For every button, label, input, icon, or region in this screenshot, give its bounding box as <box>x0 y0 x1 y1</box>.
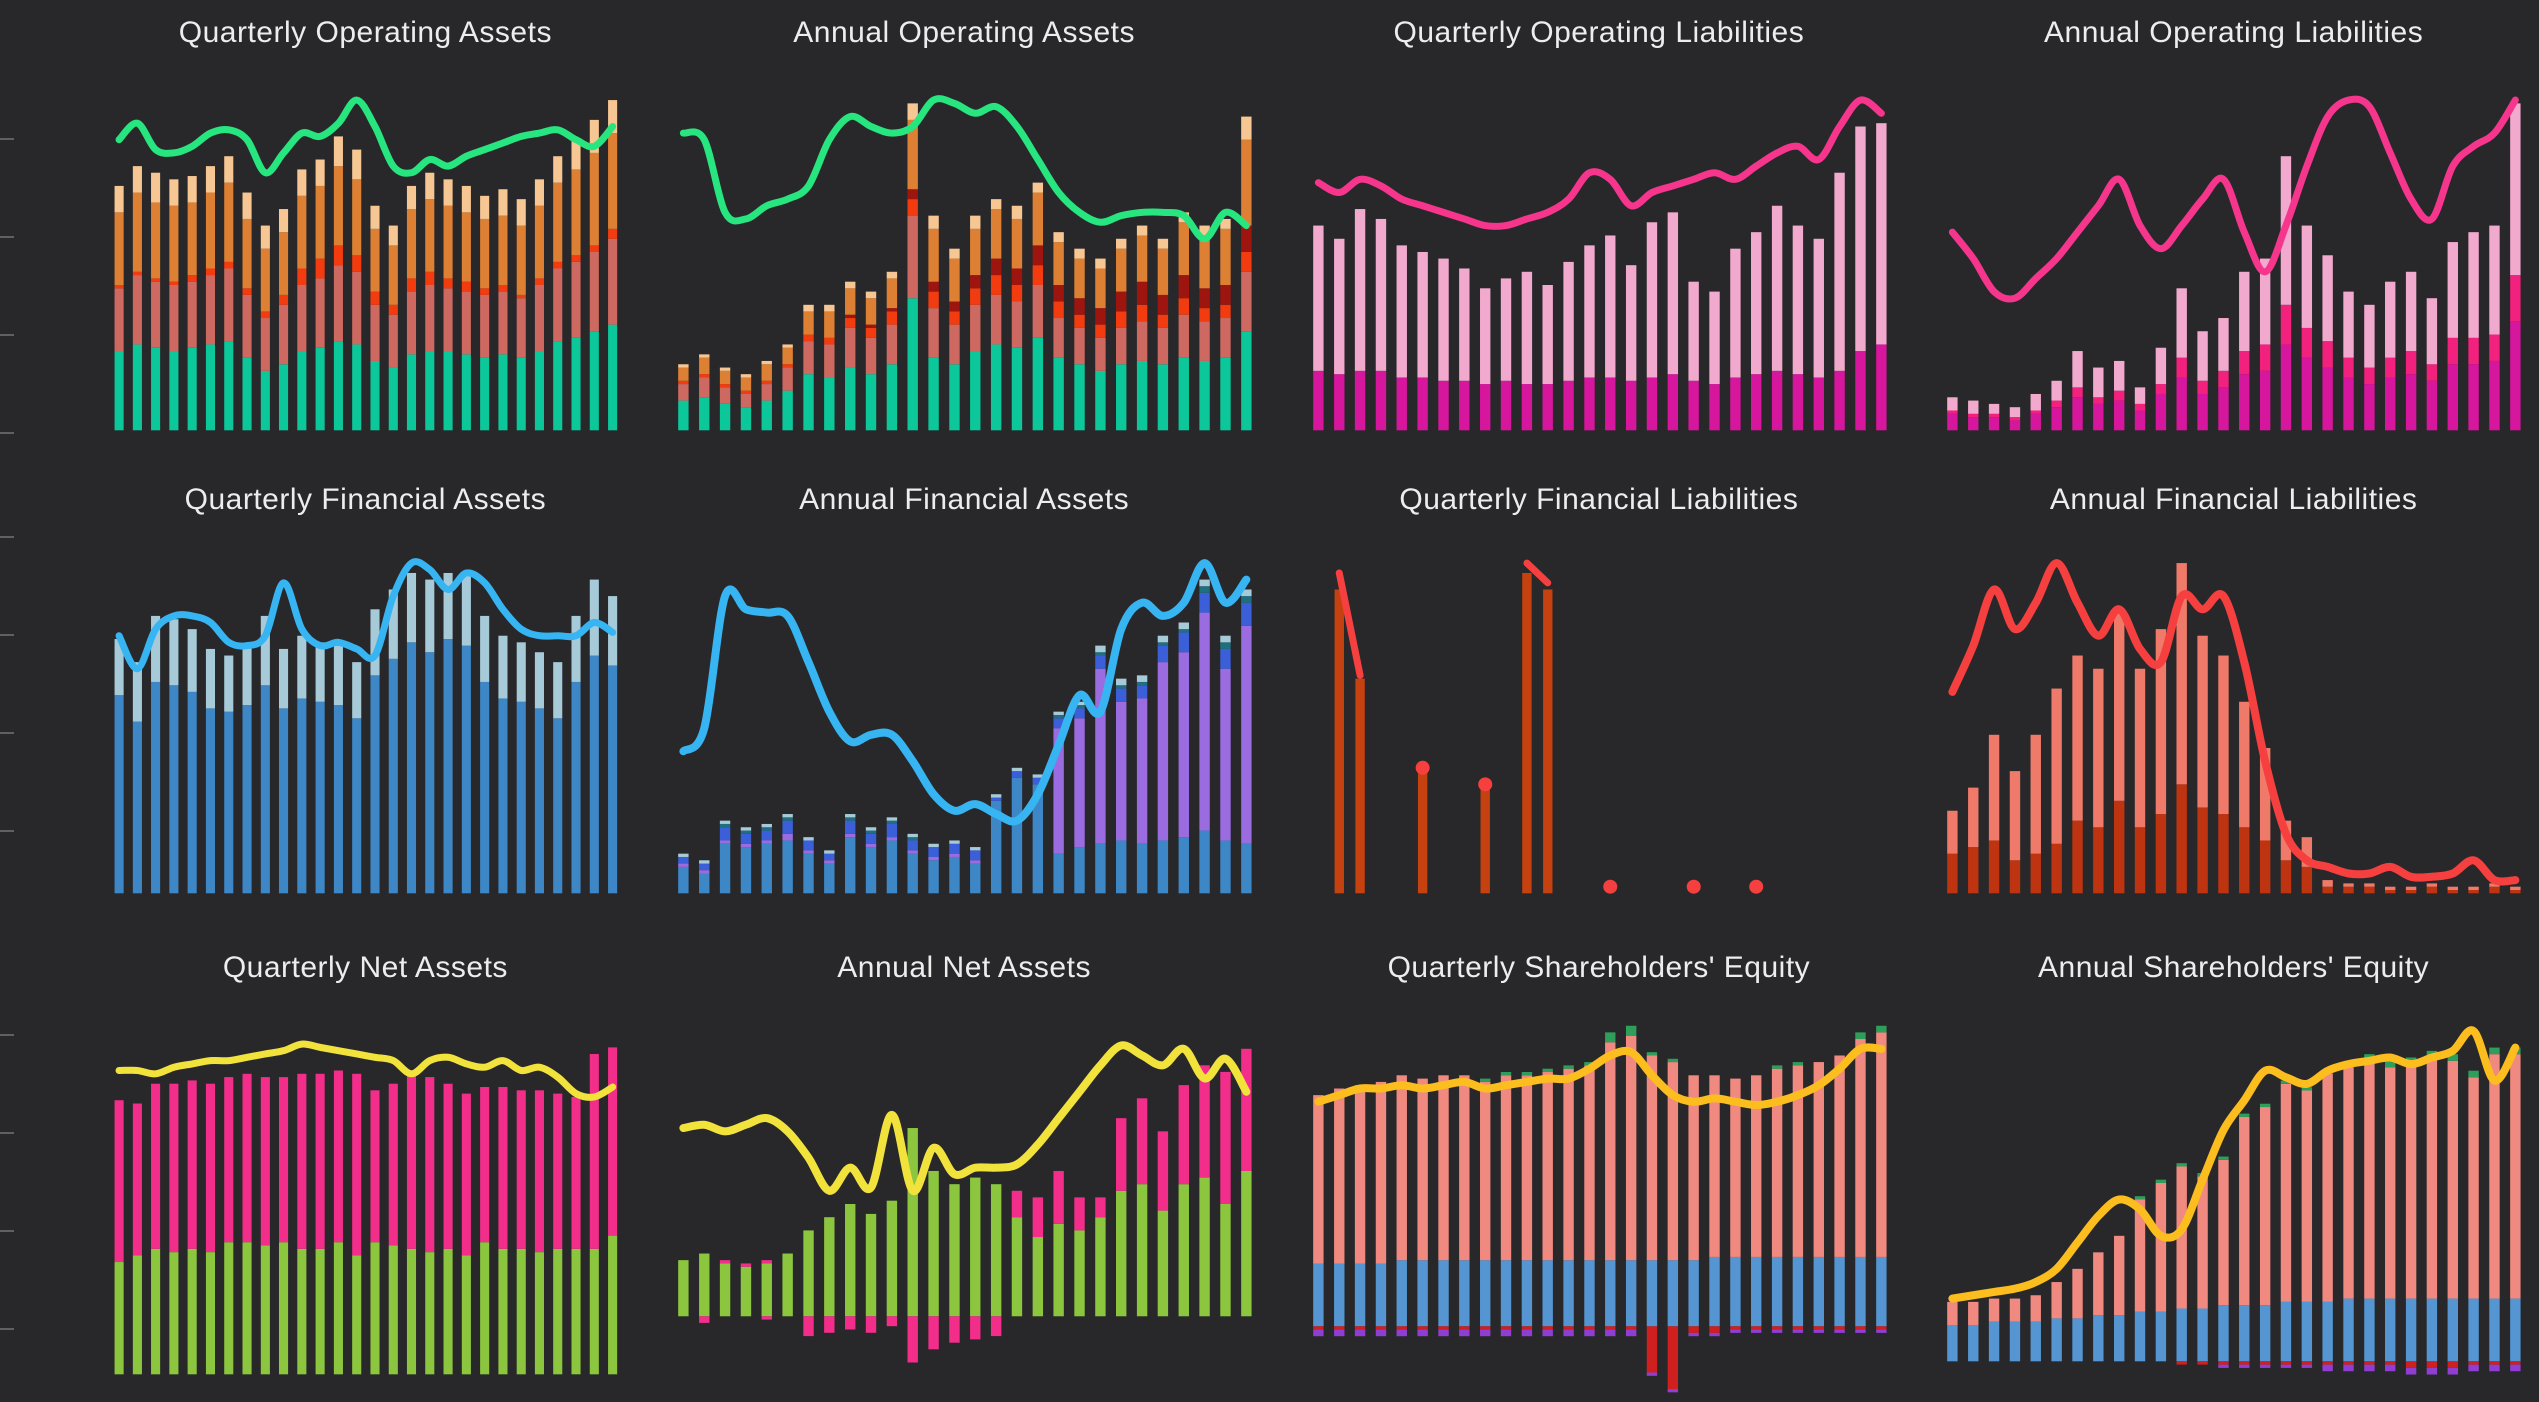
bar-segment-dark-red <box>1947 784 2521 894</box>
bar-segment-darkred <box>844 189 1252 328</box>
bar-segment-pale-blue <box>114 573 618 722</box>
chart-annual-financial-assets: Annual Financial Assets <box>635 467 1270 934</box>
bar-segment-deep-pink-negative <box>698 1315 1002 1363</box>
quarterly-financial-liabilities-plot[interactable] <box>1270 467 1905 934</box>
line-total-trend <box>115 96 617 177</box>
bar-segment-orange <box>114 133 618 312</box>
line-total-trend <box>1314 96 1885 230</box>
quarterly-net-assets-plot[interactable] <box>0 935 635 1402</box>
line-total-trend <box>1948 559 2520 886</box>
bar-segment-magenta <box>1312 344 1887 431</box>
bar-segment-purple <box>677 612 1252 874</box>
bar-segment-blue <box>1947 1298 2521 1361</box>
bar-segment-orange <box>677 119 1252 391</box>
bar-segment-yellow-green <box>114 1235 618 1374</box>
bar-segment-teal <box>677 298 1252 431</box>
chart-title: Quarterly Shareholders' Equity <box>1387 950 1811 984</box>
point-marker <box>1477 777 1492 792</box>
bar-segment-magenta <box>1947 321 2521 431</box>
bar-segment-rose <box>677 215 1252 408</box>
line-total-trend <box>1948 1025 2520 1303</box>
quarterly-shareholders-equity-plot[interactable] <box>1270 935 1905 1402</box>
bar-segment-peach <box>114 100 618 249</box>
chart-title: Quarterly Financial Liabilities <box>1399 483 1799 517</box>
chart-annual-net-assets: Annual Net Assets <box>635 935 1270 1402</box>
bar-segment-blue <box>1312 1256 1887 1326</box>
bar-segment-deep-pink <box>114 1047 618 1262</box>
bar-segment-dark-orange-red <box>1334 573 1552 894</box>
annual-financial-assets-plot[interactable] <box>635 467 1270 934</box>
line-total-trend <box>1949 95 2520 303</box>
annual-financial-liabilities-plot[interactable] <box>1904 467 2539 934</box>
chart-title: Annual Operating Assets <box>793 16 1135 49</box>
line-trend-partial <box>1335 569 1364 680</box>
line-total-trend <box>679 95 1250 243</box>
point-marker <box>1748 880 1763 895</box>
bar-segment-red <box>677 199 1252 394</box>
annual-shareholders-equity-plot[interactable] <box>1904 935 2539 1402</box>
chart-title: Quarterly Operating Liabilities <box>1393 16 1805 49</box>
chart-title: Annual Net Assets <box>837 950 1091 984</box>
bar-segment-red <box>114 228 618 319</box>
annual-net-assets-plot[interactable] <box>635 935 1270 1402</box>
line-total-trend <box>1313 1043 1885 1109</box>
chart-quarterly-financial-assets: Quarterly Financial Assets <box>0 467 635 934</box>
quarterly-financial-assets-plot[interactable] <box>0 467 635 934</box>
point-marker <box>1415 761 1430 776</box>
chart-title: Annual Financial Assets <box>799 483 1130 517</box>
bar-segment-light-pink <box>1312 123 1887 385</box>
bar-segment-pale-blue <box>677 579 1252 864</box>
chart-annual-operating-liabilities: Annual Operating Liabilities <box>1904 0 2539 467</box>
bar-segment-red-negative <box>1312 1325 1887 1389</box>
bar-segment-steel-blue <box>677 778 1252 894</box>
bar-segment-yellow-green <box>677 1127 1252 1316</box>
quarterly-operating-assets-plot[interactable] <box>0 0 635 467</box>
line-total-trend <box>115 1040 617 1101</box>
y-axis-ticks <box>0 138 14 1330</box>
bar-segment-purple-negative <box>2218 1364 2521 1375</box>
line-total-trend <box>679 1040 1251 1195</box>
bar-segment-teal <box>114 324 618 431</box>
line-trend-partial <box>1522 559 1551 587</box>
bar-segment-royal-blue <box>677 593 1252 871</box>
chart-quarterly-operating-assets: Quarterly Operating Assets <box>0 0 635 467</box>
chart-annual-shareholders-equity: Annual Shareholders' Equity <box>1904 935 2539 1402</box>
chart-title: Annual Financial Liabilities <box>2049 483 2418 517</box>
chart-annual-financial-liabilities: Annual Financial Liabilities <box>1904 467 2539 934</box>
chart-title: Quarterly Financial Assets <box>184 483 547 517</box>
bar-segment-purple-negative <box>1312 1329 1887 1392</box>
chart-quarterly-financial-liabilities: Quarterly Financial Liabilities <box>1270 467 1905 934</box>
annual-operating-assets-plot[interactable] <box>635 0 1270 467</box>
chart-quarterly-operating-liabilities: Quarterly Operating Liabilities <box>1270 0 1905 467</box>
point-marker <box>1686 880 1701 895</box>
bar-segment-crimson <box>1947 275 2521 421</box>
chart-title: Annual Operating Liabilities <box>2044 16 2424 49</box>
bar-segment-salmon <box>1947 1053 2521 1325</box>
bar-segment-red-negative <box>2176 1360 2521 1368</box>
chart-annual-operating-assets: Annual Operating Assets <box>635 0 1270 467</box>
quarterly-operating-liabilities-plot[interactable] <box>1270 0 1905 467</box>
line-total-trend <box>679 559 1251 826</box>
line-total-trend <box>115 558 617 673</box>
bar-segment-rose <box>114 238 618 371</box>
chart-quarterly-shareholders-equity: Quarterly Shareholders' Equity <box>1270 935 1905 1402</box>
chart-quarterly-net-assets: Quarterly Net Assets <box>0 935 635 1402</box>
chart-title: Annual Shareholders' Equity <box>2038 950 2430 984</box>
bar-segment-deep-pink <box>719 1048 1252 1267</box>
annual-operating-liabilities-plot[interactable] <box>1904 0 2539 467</box>
bar-segment-steel-blue <box>114 639 618 894</box>
point-marker <box>1602 880 1617 895</box>
bar-segment-green-cap <box>1479 1025 1887 1082</box>
bar-segment-salmon <box>1312 1032 1887 1264</box>
chart-title: Quarterly Operating Assets <box>178 16 552 49</box>
bar-segment-dark-teal <box>719 586 1252 841</box>
chart-title: Quarterly Net Assets <box>222 950 508 984</box>
